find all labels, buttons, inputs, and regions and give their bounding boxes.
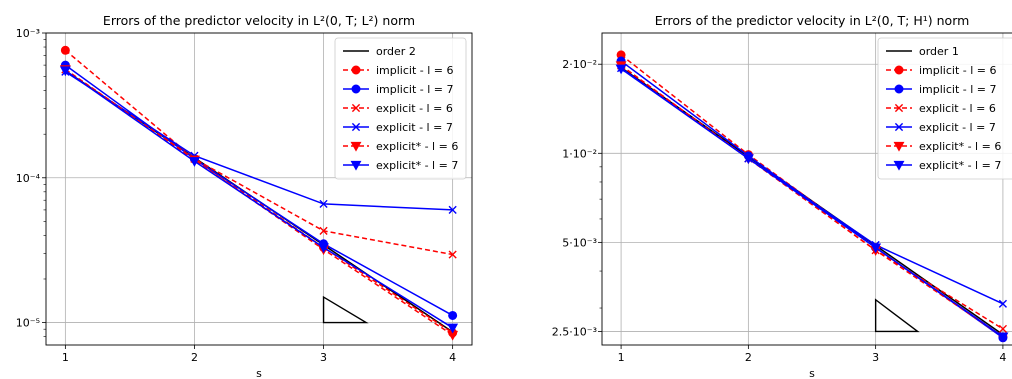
legend-marker-3 xyxy=(351,84,361,94)
data-point-3 xyxy=(448,310,458,320)
y-tick-label: 2·10⁻² xyxy=(562,58,597,71)
slope-triangle xyxy=(874,298,920,333)
legend-label-3: implicit - l = 7 xyxy=(376,83,454,96)
x-tick-label: 1 xyxy=(618,351,625,364)
data-point-4 xyxy=(319,226,328,235)
slope-triangle xyxy=(322,295,369,324)
x-axis-label: s xyxy=(809,367,815,379)
legend-marker-6 xyxy=(350,141,362,152)
data-point-2 xyxy=(60,45,70,55)
axes-frame xyxy=(601,32,1012,346)
x-tick-label: 4 xyxy=(449,351,456,364)
legend-label-7: explicit* - l = 7 xyxy=(919,159,1001,172)
x-tick-label: 1 xyxy=(62,351,69,364)
y-tick-label: 5·10⁻³ xyxy=(562,236,597,249)
data-point-4 xyxy=(998,324,1008,334)
legend-label-3: implicit - l = 7 xyxy=(919,83,997,96)
x-tick-label: 4 xyxy=(999,351,1006,364)
legend-marker-2 xyxy=(351,65,361,75)
x-tick-label: 2 xyxy=(191,351,198,364)
data-point-4 xyxy=(448,250,457,259)
legend-marker-7 xyxy=(350,160,362,171)
legend-label-4: explicit - l = 6 xyxy=(376,102,453,115)
x-tick-label: 3 xyxy=(320,351,327,364)
legend-label-6: explicit* - l = 6 xyxy=(919,140,1001,153)
series-line-5 xyxy=(64,71,453,211)
chart-panel-2: 1 2 3 4 2·10⁻² 1·10⁻² 5·10⁻³ 2.5·10⁻³ Errors of … xyxy=(552,13,1012,379)
legend: order 1 implicit - l = 6 implicit - l = 7 e… xyxy=(877,37,1012,180)
legend-label-5: explicit - l = 7 xyxy=(376,121,453,134)
y-tick-label: 10⁻⁵ xyxy=(16,317,40,330)
data-point-7 xyxy=(870,243,882,254)
axes-frame xyxy=(45,32,473,346)
x-tick-label: 3 xyxy=(872,351,879,364)
y-tick-label: 1·10⁻² xyxy=(562,147,597,160)
plot-area xyxy=(615,50,1009,343)
chart-title: Errors of the predictor velocity in L²(0… xyxy=(103,13,415,28)
y-tick-label: 10⁻⁴ xyxy=(16,172,41,185)
x-axis-label: s xyxy=(256,367,262,379)
legend-marker-5 xyxy=(894,122,904,132)
data-point-7 xyxy=(997,332,1009,343)
legend-label-7: explicit* - l = 7 xyxy=(376,159,458,172)
data-point-5 xyxy=(998,299,1008,308)
data-point-7 xyxy=(615,64,627,75)
chart-title: Errors of the predictor velocity in L²(0… xyxy=(655,13,970,28)
series-line-2 xyxy=(64,49,454,334)
legend-label-2: implicit - l = 6 xyxy=(919,64,997,77)
legend-marker-6 xyxy=(893,141,905,152)
legend-marker-4 xyxy=(894,103,904,113)
data-point-7 xyxy=(189,157,200,167)
series-line-3 xyxy=(64,64,454,317)
legend-label-5: explicit - l = 7 xyxy=(919,121,996,134)
legend-label-1: order 2 xyxy=(376,45,416,58)
legend-marker-5 xyxy=(351,122,361,132)
chart-panel-1: 1 2 3 4 10⁻³ 10⁻⁴ 10⁻⁵ Errors of the predictor … xyxy=(16,13,473,379)
data-point-7 xyxy=(318,243,329,254)
legend-label-4: explicit - l = 6 xyxy=(919,102,996,115)
plot-area xyxy=(59,45,459,341)
data-point-5 xyxy=(448,205,457,215)
x-tick-label: 2 xyxy=(745,351,752,364)
series-line-6 xyxy=(620,64,1004,338)
legend-label-6: explicit* - l = 6 xyxy=(376,140,458,153)
series-line-4 xyxy=(64,68,453,256)
series-line-7 xyxy=(64,69,454,329)
data-point-7 xyxy=(59,66,71,77)
y-tick-label: 10⁻³ xyxy=(16,27,40,40)
series-line-7 xyxy=(620,68,1004,338)
legend-marker-3 xyxy=(894,84,904,94)
data-point-7 xyxy=(742,154,754,165)
legend-marker-4 xyxy=(351,103,361,113)
data-point-5 xyxy=(319,199,328,209)
legend-box xyxy=(877,37,1012,180)
legend-marker-2 xyxy=(894,65,904,75)
legend-label-2: implicit - l = 6 xyxy=(376,64,454,77)
data-point-7 xyxy=(447,323,459,334)
legend: order 2 implicit - l = 6 implicit - l = 7 e… xyxy=(334,37,467,180)
legend-box xyxy=(334,37,467,180)
y-tick-label: 2.5·10⁻³ xyxy=(552,325,597,338)
legend-label-1: order 1 xyxy=(919,45,959,58)
legend-marker-7 xyxy=(893,160,905,171)
